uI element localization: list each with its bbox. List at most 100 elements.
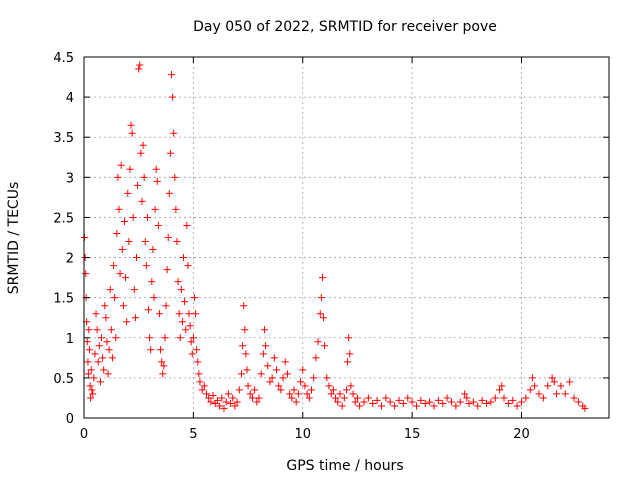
data-point [115,205,123,213]
data-point [100,366,108,374]
data-point [185,310,193,318]
data-point [500,394,508,402]
data-point [135,65,143,73]
data-point [122,274,130,282]
data-point [170,129,178,137]
data-point [548,374,556,382]
data-point [127,121,135,129]
data-point [85,346,93,354]
data-point [106,286,114,294]
y-tick-label: 1.5 [53,292,74,307]
data-point [96,378,104,386]
data-point [321,342,329,350]
data-point [90,374,98,382]
data-point [110,262,118,270]
data-point [255,394,263,402]
data-point [277,386,285,394]
data-point [134,181,142,189]
data-point [332,394,340,402]
data-point [95,342,103,350]
data-point [177,286,185,294]
x-tick-label: 10 [294,427,311,442]
data-point [102,314,110,322]
data-point [310,374,318,382]
data-point [463,394,471,402]
data-point [518,398,525,406]
x-axis-tick-labels: 0 5 10 15 20 [80,427,530,442]
data-point [87,366,95,374]
y-tick-label: 4 [66,91,74,106]
data-point [496,386,504,394]
data-point [522,394,530,402]
data-point [469,398,477,406]
data-point [504,400,512,408]
data-point [346,350,354,358]
data-point [151,205,159,213]
data-point [317,294,325,302]
data-point [336,390,344,398]
data-point [316,310,324,318]
data-point [129,213,137,221]
data-point [283,370,291,378]
data-point [461,390,469,398]
data-point [353,394,361,402]
data-point [553,390,560,398]
data-point [117,161,125,169]
data-point [581,404,589,412]
data-point [123,318,131,326]
data-point [171,173,179,181]
data-point [290,386,298,394]
data-point [557,382,565,390]
data-point [305,394,313,402]
data-point [87,394,95,402]
data-point [320,314,328,322]
data-point [260,326,268,334]
data-points [80,61,589,412]
data-point [257,370,265,378]
data-point [426,398,434,406]
data-point [297,378,305,386]
data-point [421,400,429,408]
data-point [443,394,451,402]
data-point [176,334,184,342]
data-point [347,382,355,390]
data-point [308,386,315,394]
data-point [92,310,100,318]
data-point [181,298,189,306]
grid-lines [84,57,609,418]
data-point [513,402,521,410]
data-point [240,302,248,310]
data-point [169,93,177,101]
data-point [104,370,112,378]
data-point [286,390,294,398]
data-point [128,129,136,137]
data-point [190,294,198,302]
data-point [120,217,128,225]
y-tick-label: 4.5 [53,51,74,66]
data-point [248,394,256,402]
data-point [107,326,115,334]
y-tick-label: 1 [66,332,74,347]
data-point [178,318,186,326]
data-point [145,306,153,314]
data-point [273,366,280,374]
data-point [386,398,394,406]
data-point [111,294,119,302]
data-point [294,390,302,398]
data-point [142,262,150,270]
data-point [498,382,506,390]
data-point [141,238,149,246]
data-point [344,358,352,366]
data-point [150,294,158,302]
data-point [153,177,161,185]
data-point [408,398,416,406]
data-point [149,246,157,254]
data-point [312,354,320,362]
data-point [146,334,154,342]
data-point [318,274,326,282]
y-axis-label: SRMTID / TECUs [6,182,22,295]
data-point [101,302,109,310]
data-point [216,402,224,410]
data-point [114,173,122,181]
data-point [86,382,94,390]
